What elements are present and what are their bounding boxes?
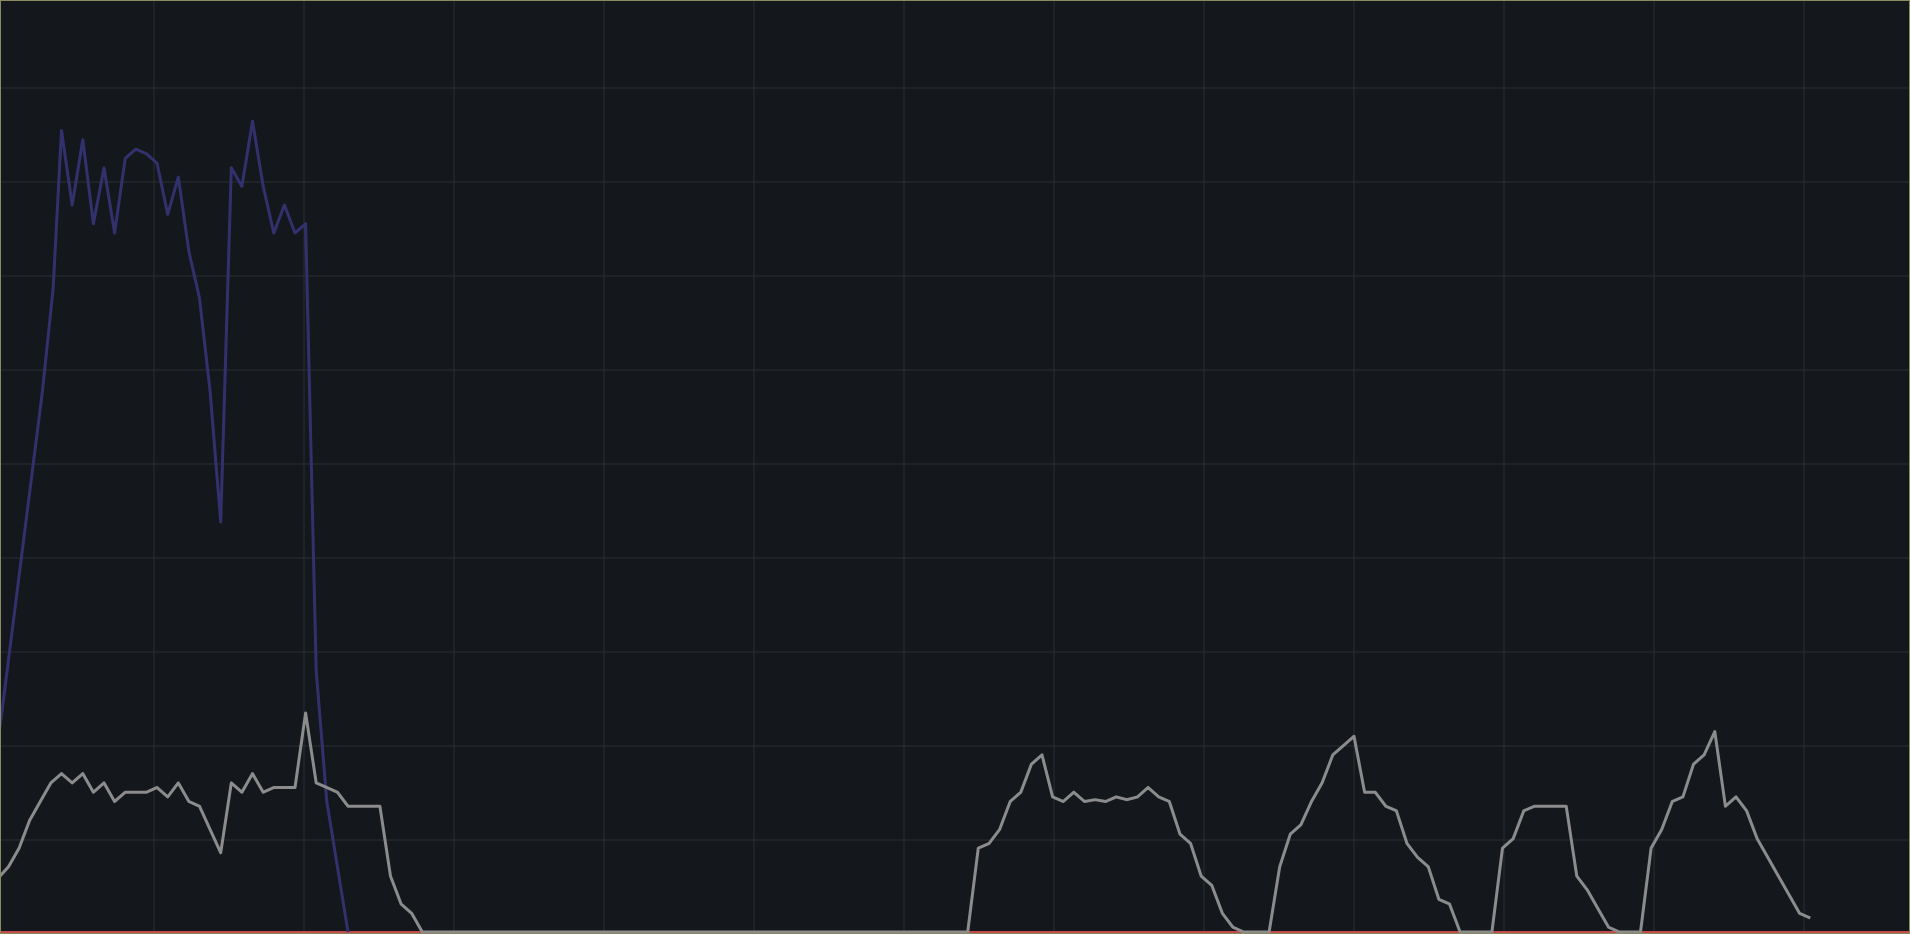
series-group: [0, 119, 1811, 934]
series-line-2: [0, 711, 1811, 934]
series-line-1: [0, 119, 350, 933]
